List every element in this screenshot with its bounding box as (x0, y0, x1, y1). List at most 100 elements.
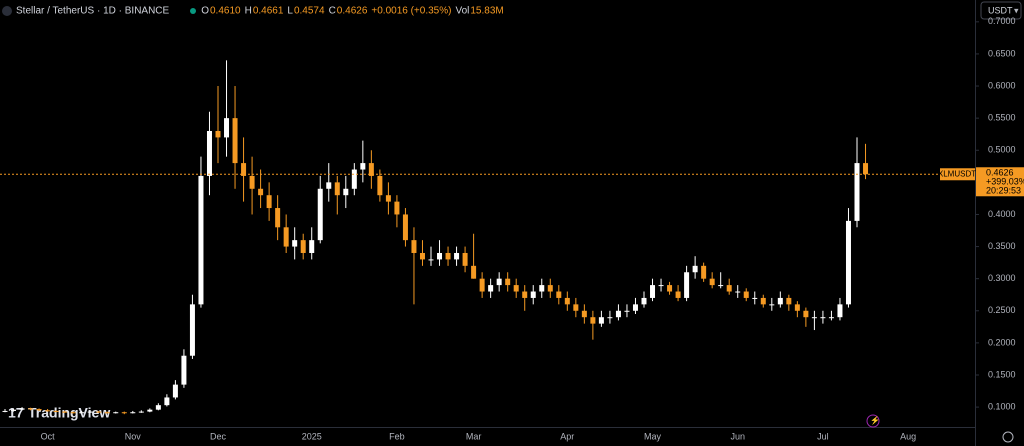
candle-body (845, 220, 851, 305)
candle-body (70, 412, 76, 414)
currency-button[interactable] (980, 1, 1022, 20)
x-tick-label: Feb (389, 431, 405, 441)
settings-icon[interactable] (1002, 431, 1014, 443)
x-tick-label: May (644, 431, 662, 441)
symbol-tag-text: XLMUSDT (938, 169, 976, 178)
candle-body (172, 384, 178, 398)
price-tag-value: 0.4626 (986, 168, 1014, 178)
x-tick-label: Mar (466, 431, 482, 441)
candle-body (590, 317, 596, 324)
candle-body (215, 130, 221, 138)
candle-body (513, 285, 519, 292)
candle-body (769, 304, 775, 306)
y-tick-label: 0.3500 (988, 241, 1016, 251)
candle-body (650, 285, 656, 298)
candle-body (283, 227, 289, 247)
candle-body (206, 130, 212, 176)
ohlc-label: C (329, 6, 336, 17)
candle-body (19, 408, 25, 410)
candle-body (258, 188, 264, 196)
ohlc-label: H (245, 6, 252, 17)
price-tag-countdown: 20:29:53 (986, 186, 1021, 196)
candle-body (854, 163, 860, 221)
candle-body (667, 285, 673, 292)
candle-body (820, 317, 826, 319)
candle-body (385, 195, 391, 202)
candle-body (164, 397, 170, 406)
x-tick-label: 2025 (302, 431, 322, 441)
candle-body (471, 265, 477, 279)
candle-body (701, 265, 707, 279)
candle-body (675, 291, 681, 298)
y-tick-label: 0.1000 (988, 401, 1016, 411)
candle-body (62, 411, 68, 413)
candle-body (684, 272, 690, 298)
symbol-icon (2, 6, 12, 16)
candle-body (539, 285, 545, 292)
events-icon-glyph[interactable]: ⚡ (870, 415, 880, 425)
candle-body (45, 410, 51, 412)
candle-body (147, 409, 153, 412)
y-tick-label: 0.6500 (988, 48, 1016, 58)
candle-body (564, 297, 570, 305)
candle-body (292, 240, 298, 247)
y-tick-label: 0.5500 (988, 113, 1016, 123)
candle-body (2, 410, 8, 412)
candle-body (581, 310, 587, 318)
x-tick-label: Jun (730, 431, 745, 441)
candle-body (505, 278, 511, 286)
candle-body (87, 411, 93, 413)
events-icon[interactable] (866, 414, 880, 428)
candle-body (181, 355, 187, 385)
candle-body (692, 265, 698, 273)
candle-body (275, 208, 281, 228)
candle-body (28, 408, 34, 410)
candle-body (198, 175, 204, 305)
candle-body (155, 405, 161, 410)
candle-body (743, 291, 749, 298)
change: +0.0016 (+0.35%) (371, 6, 451, 17)
candle-body (377, 175, 383, 196)
candle-body (326, 182, 332, 189)
volume-label: Vol (455, 6, 469, 17)
ohlc-value: 0.4661 (253, 6, 284, 17)
candle-body (300, 240, 306, 253)
candle-body (641, 297, 647, 305)
candle-body (266, 195, 272, 209)
candle-body (624, 310, 630, 312)
candle-body (36, 409, 42, 411)
candle-body (224, 118, 230, 138)
candle-body (360, 163, 366, 170)
x-tick-label: Dec (210, 431, 227, 441)
candle-body (402, 214, 408, 241)
y-tick-label: 0.3000 (988, 273, 1016, 283)
logo-mark: 17 (8, 405, 24, 421)
candle-body (113, 412, 119, 414)
candle-body (96, 411, 102, 413)
candle-body (104, 412, 110, 414)
candle-body (752, 297, 758, 299)
symbol-tag (940, 168, 975, 181)
x-tick-label: Nov (125, 431, 142, 441)
currency[interactable]: USDT (988, 5, 1013, 15)
candle-body (658, 285, 664, 287)
y-tick-label: 0.2500 (988, 305, 1016, 315)
candle-body (445, 252, 451, 260)
candle-body (615, 310, 621, 318)
ohlc-value: 0.4610 (210, 6, 241, 17)
x-tick-label: Oct (41, 431, 56, 441)
candle-body (863, 163, 869, 175)
currency-caret[interactable]: ▾ (1014, 5, 1019, 15)
candle-body (121, 412, 127, 414)
symbol-title: Stellar / TetherUS · 1D · BINANCE (16, 6, 170, 17)
y-tick-label: 0.6000 (988, 80, 1016, 90)
volume: 15.83M (470, 6, 503, 17)
candle-body (573, 304, 579, 311)
candle-body (496, 278, 502, 286)
ohlc-label: O (201, 6, 209, 17)
x-tick-label: Apr (560, 431, 574, 441)
candle-body (718, 285, 724, 287)
candle-body (79, 412, 85, 414)
